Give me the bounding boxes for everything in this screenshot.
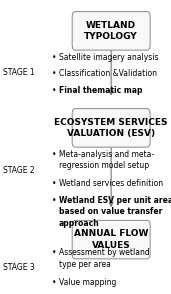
Text: •: • [52, 179, 56, 188]
Text: Final thematic map: Final thematic map [59, 86, 142, 95]
FancyBboxPatch shape [72, 220, 150, 259]
Text: STAGE 3: STAGE 3 [3, 263, 35, 272]
Text: Classification &Validation: Classification &Validation [59, 69, 157, 78]
Text: STAGE 2: STAGE 2 [3, 166, 35, 175]
Text: •: • [52, 248, 56, 258]
Text: Wetland services definition: Wetland services definition [59, 179, 163, 188]
Text: Value mapping: Value mapping [59, 278, 116, 287]
Text: •: • [52, 53, 56, 62]
Text: ANNUAL FLOW
VALUES: ANNUAL FLOW VALUES [74, 229, 148, 250]
Text: Meta-analysis and meta-
regression model setup: Meta-analysis and meta- regression model… [59, 150, 154, 171]
Text: Satellite imagery analysis: Satellite imagery analysis [59, 53, 159, 62]
Text: •: • [52, 86, 56, 95]
Text: •: • [52, 196, 56, 205]
Text: •: • [52, 69, 56, 78]
Text: WETLAND
TYPOLOGY: WETLAND TYPOLOGY [84, 21, 138, 41]
Text: Wetland ESV per unit area
based on value transfer
approach: Wetland ESV per unit area based on value… [59, 196, 171, 228]
Text: •: • [52, 150, 56, 159]
Text: STAGE 1: STAGE 1 [3, 68, 35, 76]
Text: Assessment by wetland
type per area: Assessment by wetland type per area [59, 248, 150, 269]
Text: •: • [52, 278, 56, 287]
FancyBboxPatch shape [72, 109, 150, 147]
FancyBboxPatch shape [72, 11, 150, 50]
Text: ECOSYSTEM SERVICES
VALUATION (ESV): ECOSYSTEM SERVICES VALUATION (ESV) [54, 118, 168, 138]
